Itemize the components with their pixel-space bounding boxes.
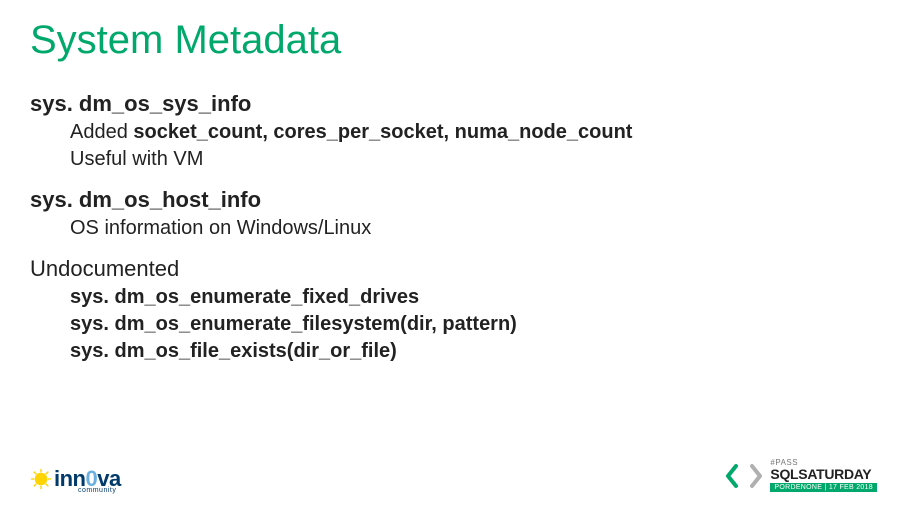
sqlsaturday-logo: #PASS SQLSATURDAY PORDENONE | 17 FEB 201… — [726, 459, 877, 492]
section-heading: sys. dm_os_sys_info — [30, 91, 877, 117]
innova-tagline: community — [78, 487, 116, 494]
section-host-info: sys. dm_os_host_info OS information on W… — [30, 187, 877, 242]
section-undocumented: Undocumented sys. dm_os_enumerate_fixed_… — [30, 256, 877, 365]
section-item: sys. dm_os_enumerate_filesystem(dir, pat… — [70, 311, 877, 338]
event-name: SQLSATURDAY — [770, 467, 877, 481]
event-location-date: PORDENONE | 17 FEB 2018 — [770, 483, 877, 492]
slide-title: System Metadata — [30, 18, 877, 63]
sqlsaturday-text: #PASS SQLSATURDAY PORDENONE | 17 FEB 201… — [770, 459, 877, 492]
item-bold: socket_count, cores_per_socket, numa_nod… — [133, 121, 632, 143]
section-item: Added socket_count, cores_per_socket, nu… — [70, 119, 877, 146]
footer: inn0va community #PASS SQLSATURDAY PORDE… — [30, 459, 877, 492]
section-item: Useful with VM — [70, 146, 877, 173]
item-prefix: Added — [70, 121, 133, 143]
section-heading: Undocumented — [30, 256, 877, 282]
sun-icon — [30, 468, 52, 490]
section-item: OS information on Windows/Linux — [70, 215, 877, 242]
section-item: sys. dm_os_enumerate_fixed_drives — [70, 284, 877, 311]
section-item: sys. dm_os_file_exists(dir_or_file) — [70, 338, 877, 365]
section-sys-info: sys. dm_os_sys_info Added socket_count, … — [30, 91, 877, 173]
section-heading: sys. dm_os_host_info — [30, 187, 877, 213]
innova-logo: inn0va community — [30, 466, 121, 492]
brackets-icon — [726, 463, 762, 489]
